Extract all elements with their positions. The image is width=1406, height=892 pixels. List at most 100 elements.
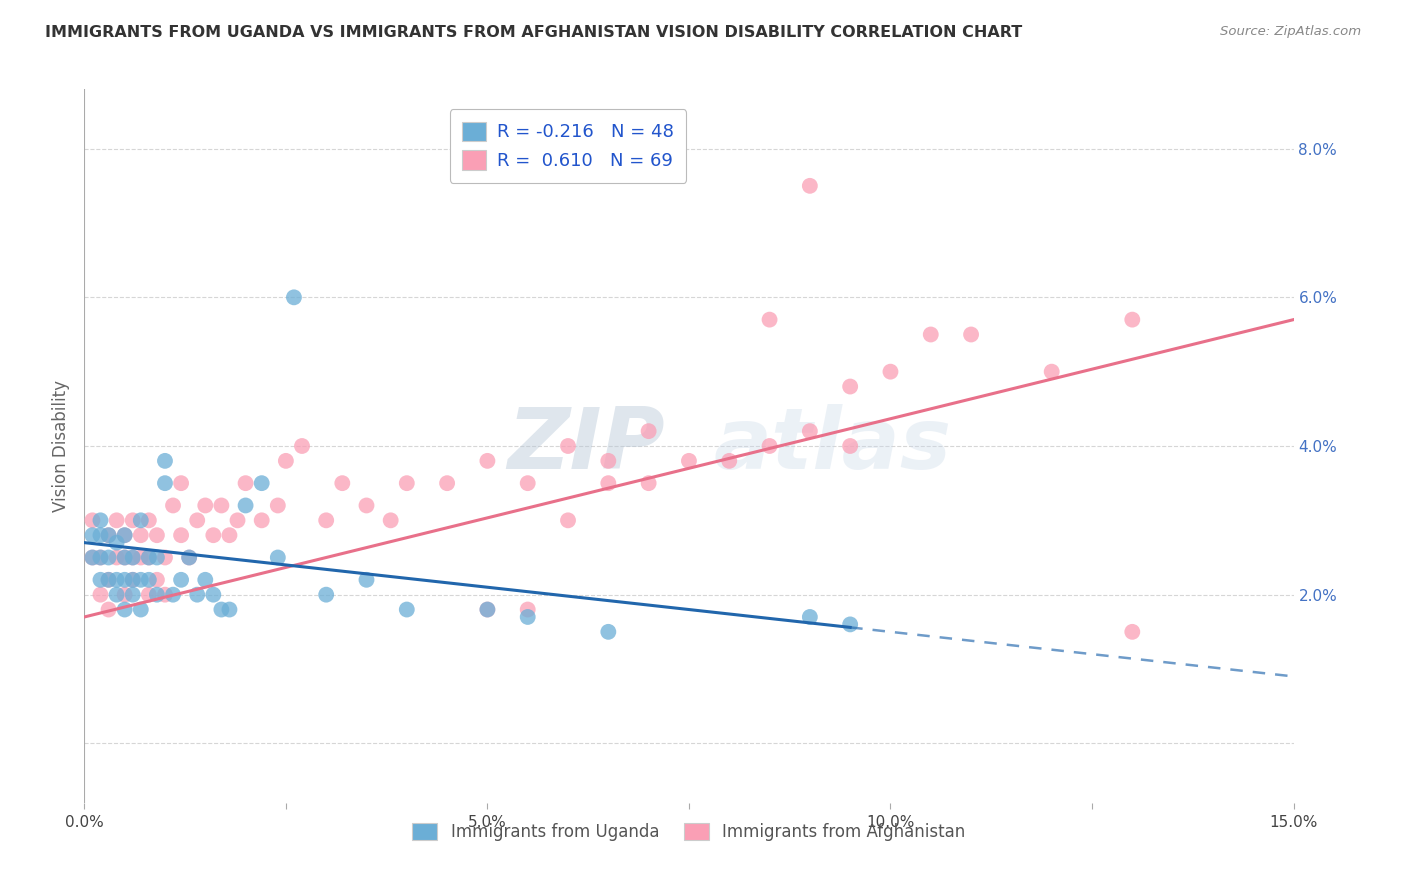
Point [105, 588, 128, 602]
Point [274, 454, 297, 468]
Point [395, 602, 418, 616]
Point [209, 602, 232, 616]
Point [315, 588, 337, 602]
Point [516, 476, 538, 491]
Point [598, 476, 620, 491]
Point [718, 454, 741, 468]
Point [799, 610, 821, 624]
Point [138, 550, 160, 565]
Point [637, 476, 659, 491]
Point [598, 454, 620, 468]
Point [121, 550, 143, 565]
Point [146, 528, 169, 542]
Point [436, 476, 458, 491]
Point [209, 499, 232, 513]
Point [235, 499, 257, 513]
Point [477, 454, 499, 468]
Point [129, 528, 152, 542]
Point [395, 476, 418, 491]
Point [146, 550, 169, 565]
Point [477, 602, 499, 616]
Point [250, 476, 273, 491]
Point [758, 439, 780, 453]
Point [97, 573, 120, 587]
Point [146, 573, 169, 587]
Text: ZIP: ZIP [508, 404, 665, 488]
Point [138, 573, 160, 587]
Point [879, 365, 901, 379]
Y-axis label: Vision Disability: Vision Disability [52, 380, 70, 512]
Point [267, 550, 290, 565]
Point [114, 550, 136, 565]
Point [516, 602, 538, 616]
Point [678, 454, 700, 468]
Text: atlas: atlas [713, 404, 952, 488]
Point [162, 499, 184, 513]
Point [218, 528, 240, 542]
Point [105, 535, 128, 549]
Point [758, 312, 780, 326]
Point [291, 439, 314, 453]
Point [105, 573, 128, 587]
Point [920, 327, 942, 342]
Point [960, 327, 983, 342]
Point [105, 550, 128, 565]
Point [637, 424, 659, 438]
Legend: Immigrants from Uganda, Immigrants from Afghanistan: Immigrants from Uganda, Immigrants from … [405, 816, 973, 848]
Point [89, 528, 111, 542]
Point [121, 550, 143, 565]
Point [82, 550, 104, 565]
Point [153, 588, 176, 602]
Point [89, 550, 111, 565]
Point [121, 573, 143, 587]
Point [97, 550, 120, 565]
Point [138, 513, 160, 527]
Point [194, 573, 217, 587]
Point [170, 476, 193, 491]
Point [170, 528, 193, 542]
Point [114, 588, 136, 602]
Point [179, 550, 201, 565]
Point [557, 439, 579, 453]
Point [129, 573, 152, 587]
Point [170, 573, 193, 587]
Point [153, 550, 176, 565]
Point [356, 499, 378, 513]
Point [202, 528, 225, 542]
Point [89, 550, 111, 565]
Point [839, 439, 862, 453]
Point [129, 550, 152, 565]
Point [138, 588, 160, 602]
Point [283, 290, 305, 304]
Point [315, 513, 337, 527]
Point [194, 499, 217, 513]
Point [516, 610, 538, 624]
Point [839, 379, 862, 393]
Point [1121, 312, 1143, 326]
Point [121, 573, 143, 587]
Point [121, 513, 143, 527]
Point [218, 602, 240, 616]
Point [267, 499, 290, 513]
Point [97, 528, 120, 542]
Point [114, 573, 136, 587]
Point [186, 513, 208, 527]
Point [162, 588, 184, 602]
Point [799, 178, 821, 193]
Point [89, 573, 111, 587]
Point [186, 588, 208, 602]
Point [839, 617, 862, 632]
Point [121, 588, 143, 602]
Point [598, 624, 620, 639]
Point [114, 528, 136, 542]
Point [82, 550, 104, 565]
Point [129, 513, 152, 527]
Point [82, 528, 104, 542]
Point [226, 513, 249, 527]
Point [202, 588, 225, 602]
Point [235, 476, 257, 491]
Point [89, 588, 111, 602]
Point [557, 513, 579, 527]
Point [97, 573, 120, 587]
Point [330, 476, 353, 491]
